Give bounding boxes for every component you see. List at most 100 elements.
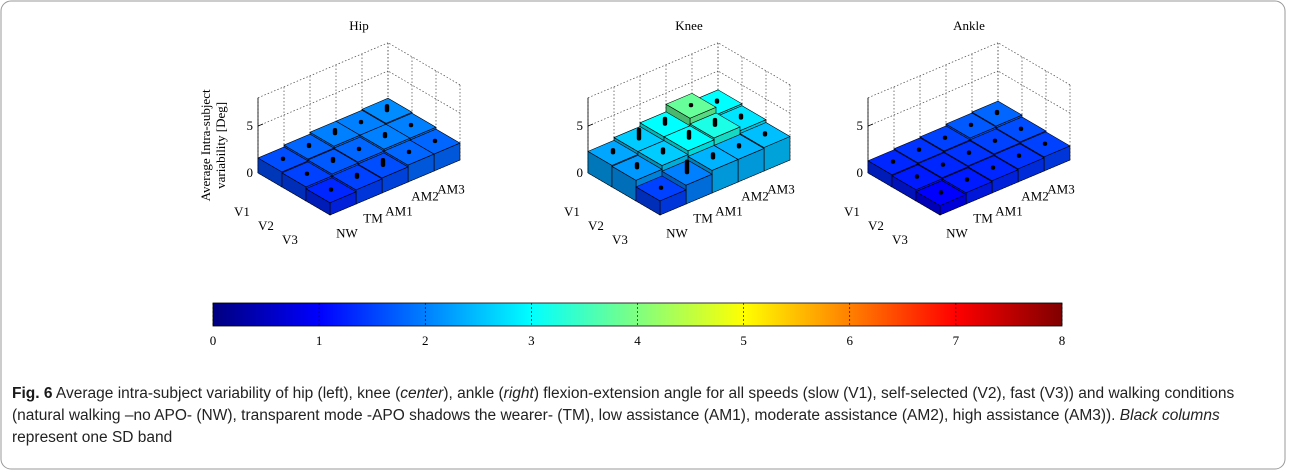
row-label: V2 [868,218,884,233]
row-label: V3 [892,232,908,247]
sd-column [610,148,616,155]
sd-column [280,156,286,161]
caption-text: ) flexion-extension angle for all speeds… [12,385,1239,424]
sd-column [688,102,694,108]
sd-column [1016,153,1022,158]
grid-line [997,70,1071,114]
sd-column [406,149,412,155]
column-label: AM2 [1021,189,1048,204]
wall-line [587,42,719,99]
column-label: AM3 [767,182,794,197]
chart-title: Knee [675,18,703,33]
sd-column [1042,141,1048,146]
colorbar-tick-label: 8 [1059,333,1066,348]
row-label: V1 [564,204,580,219]
sd-column [712,117,718,127]
z-tick [867,123,874,127]
sd-column [332,128,338,136]
row-label: V2 [588,218,604,233]
sd-column [432,138,438,144]
z-tick-label: 0 [247,165,254,180]
sd-column [382,132,388,139]
column-label: NW [336,226,358,241]
column-label: TM [973,211,993,226]
sd-column [940,162,946,167]
caption-text: Black columns [1119,407,1220,424]
sd-column [966,150,972,155]
column-label: AM2 [741,189,768,204]
column-label: AM1 [385,204,412,219]
sd-column [964,177,970,182]
sd-column [686,129,692,140]
sd-column [356,146,362,152]
sd-column [662,116,668,126]
row-label: V1 [234,204,250,219]
chart-title: Hip [349,18,369,33]
sd-column [890,159,896,164]
colorbar-tick-label: 2 [422,333,429,348]
sd-column [408,122,414,128]
caption-text: center [400,385,444,402]
sd-column [914,174,920,179]
colorbar-tick-label: 6 [847,333,854,348]
caption-text: right [503,385,534,402]
colorbar-tick-label: 7 [953,333,960,348]
sd-column [380,157,386,167]
wall-line [717,42,791,86]
row-label: V3 [612,232,628,247]
z-tick [587,123,594,127]
column-label: AM2 [411,189,438,204]
sd-column [658,185,664,190]
colorbar-tick-label: 4 [634,333,641,348]
sd-column [736,143,742,149]
sd-column [916,147,922,152]
column-label: AM3 [437,182,464,197]
z-tick-label: 0 [857,165,864,180]
sd-column [992,138,998,143]
sd-column [330,156,336,164]
caption-label: Fig. 6 [12,385,53,402]
column-label: AM1 [995,204,1022,219]
colorbar-tick-label: 5 [740,333,747,348]
sd-column [738,113,744,120]
z-axis-label: Average Intra-subject [198,89,213,201]
sd-column [990,165,996,170]
sd-column [942,135,948,140]
sd-column [684,159,690,175]
sd-column [384,104,390,113]
sd-column [636,127,642,141]
sd-column [354,172,360,179]
sd-column [634,162,640,170]
sd-column [304,171,310,176]
z-tick-label: 5 [577,118,584,133]
caption-text: represent one SD band [12,407,1225,446]
grid-line [257,70,389,127]
column-label: NW [666,226,688,241]
sd-column [968,122,974,128]
sd-column [938,190,944,195]
colorbar [212,302,1063,327]
sd-column [994,109,1000,116]
row-label: V1 [844,204,860,219]
z-axis-label: variability [Deg] [213,102,228,189]
sd-column [328,187,334,192]
wall-line [257,42,389,99]
grid-line [867,70,999,127]
caption: Fig. 6 Average intra-subject variability… [12,383,1280,449]
colorbar-tick-label: 0 [210,333,217,348]
colorbar-tick-label: 1 [316,333,323,348]
sd-column [358,119,364,125]
wall-line [997,42,1071,86]
colorbar-tick-label: 3 [528,333,535,348]
wall-line [387,42,461,86]
sd-column [714,98,720,104]
caption-text: ), ankle ( [443,385,504,402]
column-label: NW [946,226,968,241]
sd-column [306,142,312,149]
sd-column [1018,126,1024,131]
z-tick-label: 5 [247,118,254,133]
z-tick [257,123,264,127]
